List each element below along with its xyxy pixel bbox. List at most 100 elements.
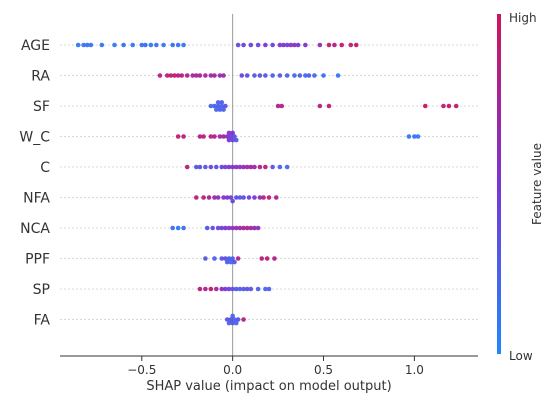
colorbar-high-label: High	[509, 11, 537, 25]
shap-point-sf-13	[326, 103, 332, 109]
x-axis-tick-label-2: 0.5	[314, 363, 333, 377]
shap-point-sp-2	[208, 286, 214, 292]
shap-point-age-15	[181, 42, 186, 48]
shap-point-ppf-1	[212, 256, 217, 261]
shap-point-ra-20	[270, 73, 275, 78]
shap-point-fa-0	[224, 317, 230, 322]
x-axis-label: SHAP value (impact on model output)	[146, 379, 391, 394]
shap-point-w_c-0	[175, 134, 181, 139]
shap-point-nfa-13	[252, 195, 257, 200]
shap-point-nfa-0	[194, 195, 199, 200]
shap-point-c-5	[213, 164, 219, 170]
shap-point-ppf-7	[230, 256, 235, 261]
shap-point-age-33	[348, 42, 354, 48]
shap-point-nca-14	[248, 225, 254, 231]
shap-point-sp-11	[244, 286, 250, 292]
shap-point-ppf-3	[223, 256, 228, 261]
shap-point-sf-5	[217, 107, 223, 112]
shap-point-nca-12	[241, 225, 246, 231]
shap-point-sp-4	[219, 286, 225, 292]
shap-point-ra-0	[157, 73, 163, 78]
shap-point-ppf-11	[264, 256, 270, 261]
shap-point-fa-2	[228, 317, 234, 322]
shap-point-sf-8	[221, 107, 226, 112]
shap-point-w_c-4	[208, 134, 214, 139]
shap-point-age-0	[75, 42, 81, 48]
shap-point-age-7	[130, 42, 135, 48]
shap-point-age-10	[148, 42, 154, 48]
shap-point-ra-6	[184, 73, 190, 78]
shap-point-age-18	[248, 42, 254, 48]
shap-point-c-6	[219, 164, 225, 170]
shap-point-nca-1	[175, 225, 181, 231]
shap-point-age-1	[81, 42, 86, 48]
shap-point-sf-14	[422, 103, 428, 109]
shap-point-age-31	[332, 42, 337, 48]
shap-point-age-5	[112, 42, 117, 48]
shap-point-age-27	[295, 42, 301, 48]
shap-point-age-2	[84, 42, 90, 48]
shap-point-ra-15	[239, 73, 245, 78]
shap-point-c-10	[233, 164, 239, 170]
shap-point-sf-0	[208, 103, 214, 109]
shap-point-nfa-15	[261, 195, 266, 200]
shap-point-w_c-15	[233, 137, 239, 143]
shap-point-w_c-1	[181, 134, 186, 139]
shap-point-w_c-8	[224, 134, 230, 139]
shap-point-age-19	[255, 42, 261, 48]
shap-point-age-30	[326, 42, 332, 48]
shap-point-ra-13	[217, 73, 223, 78]
shap-point-fa-3	[230, 320, 235, 326]
shap-point-c-11	[237, 164, 243, 170]
shap-point-sf-6	[219, 103, 225, 109]
shap-point-sp-8	[233, 286, 239, 292]
shap-point-w_c-11	[228, 134, 234, 139]
shap-point-nfa-10	[237, 195, 243, 200]
shap-point-ppf-8	[232, 259, 237, 265]
shap-point-fa-5	[232, 317, 237, 322]
shap-point-w_c-10	[226, 130, 232, 136]
row-grid	[60, 44, 478, 320]
x-axis-ticks: −0.5 0.0 0.5 1.0	[127, 356, 424, 377]
shap-point-ra-8	[194, 73, 199, 78]
shap-point-ra-14	[221, 73, 226, 78]
shap-point-sp-1	[203, 286, 208, 292]
x-axis-tick-label-0: −0.5	[127, 363, 156, 377]
shap-point-nfa-4	[215, 195, 221, 200]
colorbar-title: Feature value	[530, 143, 544, 225]
shap-point-ppf-5	[226, 256, 232, 261]
shap-point-c-13	[244, 164, 250, 170]
shap-point-sf-9	[223, 103, 228, 109]
shap-point-ra-11	[208, 73, 214, 78]
shap-point-sf-1	[212, 103, 217, 109]
shap-point-fa-6	[233, 320, 239, 326]
shap-point-ppf-12	[272, 256, 277, 261]
shap-point-w_c-3	[201, 134, 206, 139]
shap-point-sf-17	[453, 103, 459, 109]
shap-point-c-15	[252, 164, 257, 170]
shap-point-sp-15	[266, 286, 272, 292]
shap-point-nfa-14	[257, 195, 263, 200]
shap-point-ppf-9	[235, 256, 241, 261]
shap-point-c-3	[203, 164, 208, 170]
shap-point-age-11	[154, 42, 159, 48]
feature-label-nca: NCA	[20, 221, 50, 237]
shap-point-nca-9	[230, 225, 235, 231]
shap-point-age-3	[88, 42, 94, 48]
shap-point-nfa-12	[246, 195, 252, 200]
feature-label-w_c: W_C	[19, 130, 50, 146]
shap-point-w_c-5	[212, 134, 217, 139]
shap-point-sp-12	[248, 286, 254, 292]
shap-point-nca-3	[204, 225, 210, 231]
shap-point-ra-28	[321, 73, 326, 78]
shap-point-age-12	[161, 42, 166, 48]
shap-point-ra-29	[335, 73, 341, 78]
shap-point-ra-10	[203, 73, 208, 78]
shap-point-sp-7	[230, 286, 235, 292]
shap-point-nca-4	[210, 225, 215, 231]
colorbar-low-label: Low	[509, 349, 533, 363]
shap-point-nca-10	[233, 225, 239, 231]
shap-point-nfa-11	[241, 195, 246, 200]
shap-point-ra-3	[172, 73, 177, 78]
